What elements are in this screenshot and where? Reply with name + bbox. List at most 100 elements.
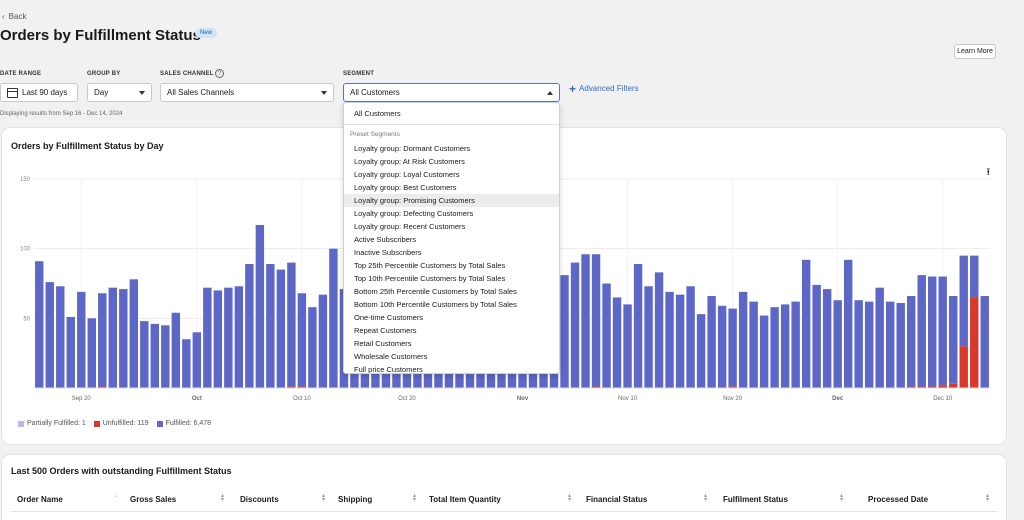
bar-fulfilled[interactable] bbox=[707, 296, 716, 388]
column-header-financial-status[interactable]: Financial Status bbox=[586, 495, 648, 504]
bar-fulfilled[interactable] bbox=[213, 290, 223, 388]
bar-fulfilled[interactable] bbox=[245, 263, 254, 388]
bar-fulfilled[interactable] bbox=[907, 296, 916, 387]
segment-option[interactable]: Loyalty group: Best Customers bbox=[354, 183, 457, 192]
bar-unfulfilled[interactable] bbox=[728, 386, 737, 388]
segment-option[interactable]: Loyalty group: Dormant Customers bbox=[354, 144, 471, 153]
bar-fulfilled[interactable] bbox=[633, 263, 643, 388]
sort-icon[interactable]: ▴ ▾ bbox=[986, 493, 990, 503]
bar-fulfilled[interactable] bbox=[959, 255, 968, 347]
learn-more-button[interactable]: Learn More bbox=[954, 44, 996, 59]
bar-fulfilled[interactable] bbox=[665, 291, 674, 388]
bar-fulfilled[interactable] bbox=[696, 314, 706, 388]
sort-icon[interactable]: ▴ ▾ bbox=[840, 493, 844, 503]
bar-fulfilled[interactable] bbox=[581, 254, 590, 388]
segment-option[interactable]: Full price Customers bbox=[354, 365, 423, 374]
bar-fulfilled[interactable] bbox=[66, 316, 75, 388]
bar-fulfilled[interactable] bbox=[759, 315, 769, 388]
bar-fulfilled[interactable] bbox=[602, 283, 611, 389]
bar-fulfilled[interactable] bbox=[192, 332, 202, 388]
bar-fulfilled[interactable] bbox=[308, 307, 317, 388]
legend-item-partially[interactable]: Partially Fulfilled: 1 bbox=[18, 420, 86, 427]
bar-fulfilled[interactable] bbox=[822, 289, 832, 388]
segment-option[interactable]: Bottom 10th Percentile Customers by Tota… bbox=[354, 300, 517, 309]
segment-option-all-customers[interactable]: All Customers bbox=[354, 109, 401, 118]
bar-fulfilled[interactable] bbox=[591, 254, 601, 387]
bar-fulfilled[interactable] bbox=[675, 294, 685, 388]
segment-option[interactable]: One-time Customers bbox=[354, 313, 424, 322]
sort-icon[interactable]: ▴ ▾ bbox=[704, 493, 708, 503]
bar-unfulfilled[interactable] bbox=[98, 386, 107, 388]
column-header-processed-date[interactable]: Processed Date bbox=[868, 495, 929, 504]
bar-fulfilled[interactable] bbox=[87, 318, 96, 388]
bar-unfulfilled[interactable] bbox=[907, 386, 916, 388]
segment-select[interactable]: All Customers bbox=[343, 83, 560, 102]
bar-fulfilled[interactable] bbox=[77, 291, 86, 388]
help-icon[interactable]: ? bbox=[215, 69, 224, 78]
sort-icon[interactable]: ▴ ▾ bbox=[221, 493, 225, 503]
bar-fulfilled[interactable] bbox=[728, 308, 737, 387]
bar-fulfilled[interactable] bbox=[875, 287, 884, 388]
bar-fulfilled[interactable] bbox=[329, 248, 338, 388]
bar-fulfilled[interactable] bbox=[938, 276, 947, 386]
sort-icon[interactable]: ▴ ▾ bbox=[568, 493, 572, 503]
sort-icon[interactable]: ▴ ▾ bbox=[322, 493, 326, 503]
date-range-button[interactable]: Last 90 days bbox=[0, 83, 78, 102]
column-header-total-item-quantity[interactable]: Total Item Quantity bbox=[429, 495, 501, 504]
bar-fulfilled[interactable] bbox=[255, 224, 265, 388]
segment-option[interactable]: Top 25th Percentile Customers by Total S… bbox=[354, 261, 506, 270]
bar-fulfilled[interactable] bbox=[949, 296, 958, 384]
bar-fulfilled[interactable] bbox=[896, 303, 905, 388]
bar-fulfilled[interactable] bbox=[854, 300, 863, 388]
bar-fulfilled[interactable] bbox=[560, 275, 569, 388]
bar-unfulfilled[interactable] bbox=[928, 386, 937, 388]
bar-fulfilled[interactable] bbox=[318, 294, 328, 388]
bar-fulfilled[interactable] bbox=[171, 312, 181, 388]
bar-fulfilled[interactable] bbox=[644, 286, 653, 388]
column-header-gross-sales[interactable]: Gross Sales bbox=[130, 495, 177, 504]
bar-fulfilled[interactable] bbox=[833, 300, 842, 388]
bar-unfulfilled[interactable] bbox=[949, 383, 958, 388]
bar-fulfilled[interactable] bbox=[780, 304, 790, 388]
bar-fulfilled[interactable] bbox=[570, 262, 580, 388]
bar-unfulfilled[interactable] bbox=[959, 346, 968, 388]
bar-fulfilled[interactable] bbox=[224, 287, 233, 388]
bar-fulfilled[interactable] bbox=[770, 307, 779, 388]
bar-fulfilled[interactable] bbox=[108, 287, 117, 388]
bar-fulfilled[interactable] bbox=[56, 286, 65, 388]
bar-fulfilled[interactable] bbox=[654, 272, 664, 388]
bar-unfulfilled[interactable] bbox=[938, 385, 947, 388]
bar-fulfilled[interactable] bbox=[864, 301, 874, 388]
bar-fulfilled[interactable] bbox=[140, 321, 149, 388]
bar-fulfilled[interactable] bbox=[970, 255, 979, 298]
bar-fulfilled[interactable] bbox=[297, 293, 307, 387]
bar-fulfilled[interactable] bbox=[276, 269, 286, 388]
bar-fulfilled[interactable] bbox=[150, 323, 160, 388]
segment-option[interactable]: Retail Customers bbox=[354, 339, 412, 348]
bar-unfulfilled[interactable] bbox=[917, 386, 926, 388]
bar-fulfilled[interactable] bbox=[791, 301, 800, 388]
legend-item-fulfilled[interactable]: Fulfilled: 6,478 bbox=[156, 420, 211, 427]
sort-icon[interactable]: ▴ ▾ bbox=[413, 493, 417, 503]
bar-fulfilled[interactable] bbox=[917, 275, 926, 387]
bar-fulfilled[interactable] bbox=[45, 282, 54, 388]
bar-fulfilled[interactable] bbox=[717, 305, 727, 388]
bar-fulfilled[interactable] bbox=[161, 325, 170, 388]
bar-fulfilled[interactable] bbox=[623, 304, 632, 388]
legend-item-unfulfilled[interactable]: Unfulfilled: 119 bbox=[93, 420, 149, 427]
segment-option[interactable]: Active Subscribers bbox=[354, 235, 417, 244]
bar-fulfilled[interactable] bbox=[129, 279, 139, 388]
segment-option[interactable]: Loyalty group: Recent Customers bbox=[354, 222, 466, 231]
segment-option[interactable]: Loyalty group: Promising Customers bbox=[344, 194, 559, 207]
bar-fulfilled[interactable] bbox=[749, 301, 758, 388]
bar-fulfilled[interactable] bbox=[234, 286, 244, 388]
bar-fulfilled[interactable] bbox=[612, 297, 622, 388]
bar-unfulfilled[interactable] bbox=[297, 386, 307, 388]
column-header-shipping[interactable]: Shipping bbox=[338, 495, 373, 504]
segment-option[interactable]: Bottom 25th Percentile Customers by Tota… bbox=[354, 287, 517, 296]
advanced-filters-link[interactable]: + Advanced Filters bbox=[569, 83, 639, 95]
sales-channel-select[interactable]: All Sales Channels bbox=[160, 83, 334, 102]
export-icon[interactable]: ⭱ bbox=[986, 167, 991, 178]
bar-unfulfilled[interactable] bbox=[970, 297, 979, 388]
bar-unfulfilled[interactable] bbox=[287, 386, 296, 388]
